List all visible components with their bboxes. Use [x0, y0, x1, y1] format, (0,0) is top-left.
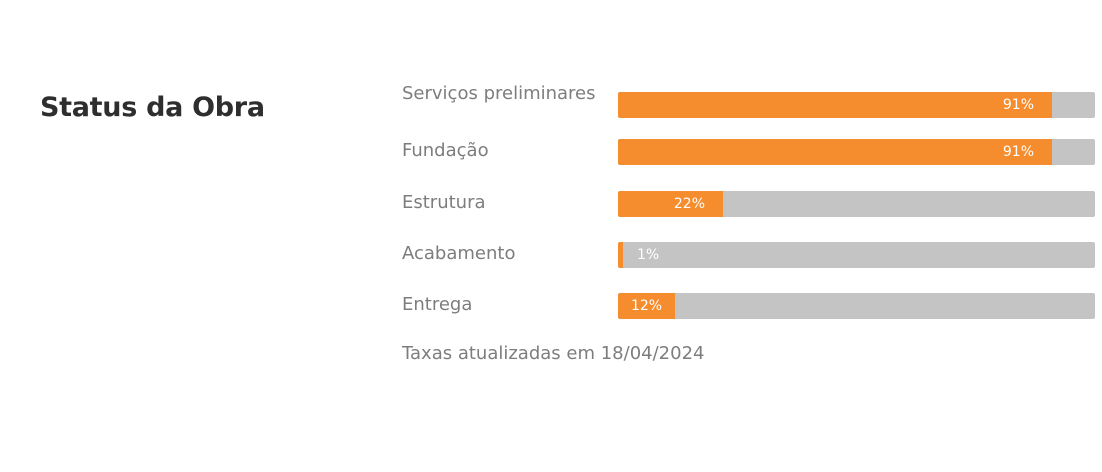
- progress-fill: [618, 191, 723, 217]
- progress-label: Serviços preliminares: [402, 83, 596, 104]
- progress-label: Entrega: [402, 294, 473, 315]
- progress-track: 91%: [618, 92, 1095, 118]
- progress-percent: 12%: [630, 298, 663, 314]
- progress-fill: [618, 293, 675, 319]
- progress-percent: 91%: [1002, 144, 1034, 160]
- progress-label: Acabamento: [402, 243, 516, 264]
- progress-fill: [618, 242, 623, 268]
- progress-percent: 22%: [673, 196, 705, 212]
- progress-track: 91%: [618, 139, 1095, 165]
- progress-label: Estrutura: [402, 192, 486, 213]
- section-title: Status da Obra: [40, 92, 265, 123]
- progress-track: 22%: [618, 191, 1095, 217]
- progress-track: 12%: [618, 293, 1095, 319]
- progress-fill: [618, 139, 1052, 165]
- progress-percent: 1%: [637, 247, 660, 263]
- progress-track: 1%: [618, 242, 1095, 268]
- progress-percent: 91%: [1002, 97, 1034, 113]
- update-note: Taxas atualizadas em 18/04/2024: [402, 343, 705, 364]
- progress-label: Fundação: [402, 140, 489, 161]
- progress-fill: [618, 92, 1052, 118]
